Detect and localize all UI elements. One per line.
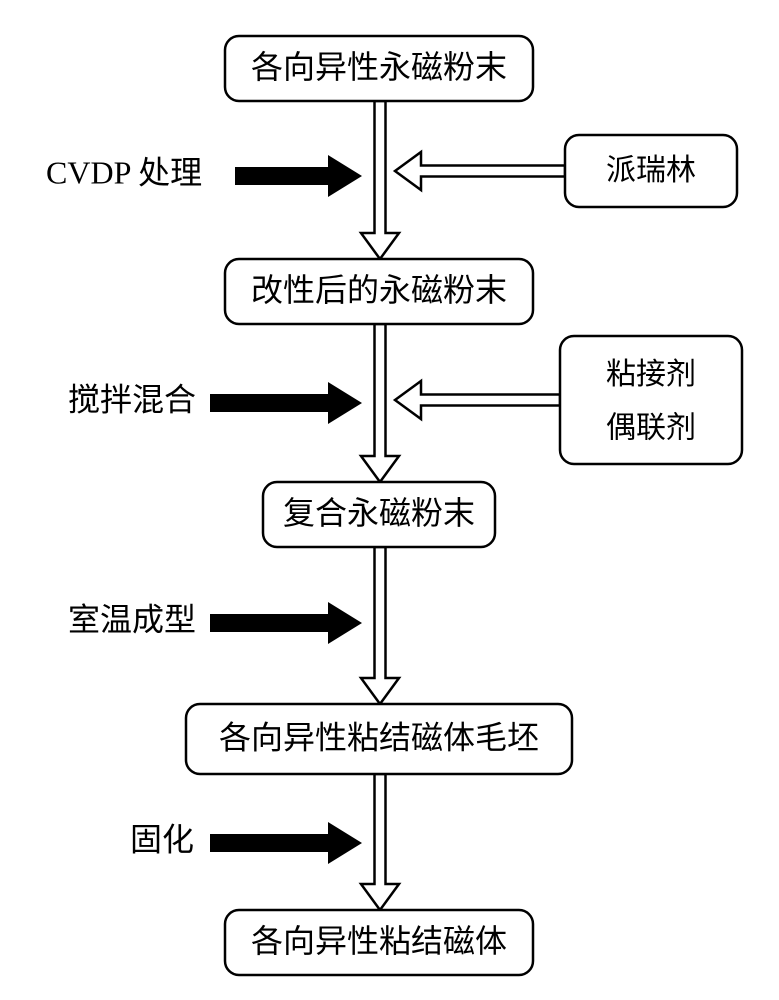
input-arrow-left bbox=[395, 381, 560, 419]
process-label: CVDP 处理 bbox=[46, 154, 202, 190]
process-label: 室温成型 bbox=[68, 601, 196, 637]
process-arrow-right bbox=[235, 155, 362, 197]
flow-node-n5-label: 各向异性粘结磁体 bbox=[251, 923, 507, 959]
input-arrow-left bbox=[395, 152, 565, 190]
flow-arrow-down bbox=[361, 101, 399, 259]
flow-node-n2-label: 改性后的永磁粉末 bbox=[251, 272, 507, 308]
flow-arrow-down bbox=[361, 547, 399, 704]
process-label: 固化 bbox=[130, 821, 194, 857]
flow-node-s2-label-0: 粘接剂 bbox=[606, 358, 696, 391]
flow-node-n4-label: 各向异性粘结磁体毛坯 bbox=[219, 719, 539, 755]
process-arrow-right bbox=[210, 382, 362, 424]
flow-node-n1-label: 各向异性永磁粉末 bbox=[251, 49, 507, 85]
flow-arrow-down bbox=[361, 774, 399, 910]
flow-node-s2-label-1: 偶联剂 bbox=[606, 412, 696, 445]
process-arrow-right bbox=[210, 822, 362, 864]
process-label: 搅拌混合 bbox=[68, 381, 196, 417]
flow-node-s1-label: 派瑞林 bbox=[606, 154, 696, 187]
flow-node-s2 bbox=[560, 336, 742, 464]
process-arrow-right bbox=[210, 602, 362, 644]
flow-arrow-down bbox=[361, 324, 399, 482]
flow-node-n3-label: 复合永磁粉末 bbox=[283, 495, 475, 531]
